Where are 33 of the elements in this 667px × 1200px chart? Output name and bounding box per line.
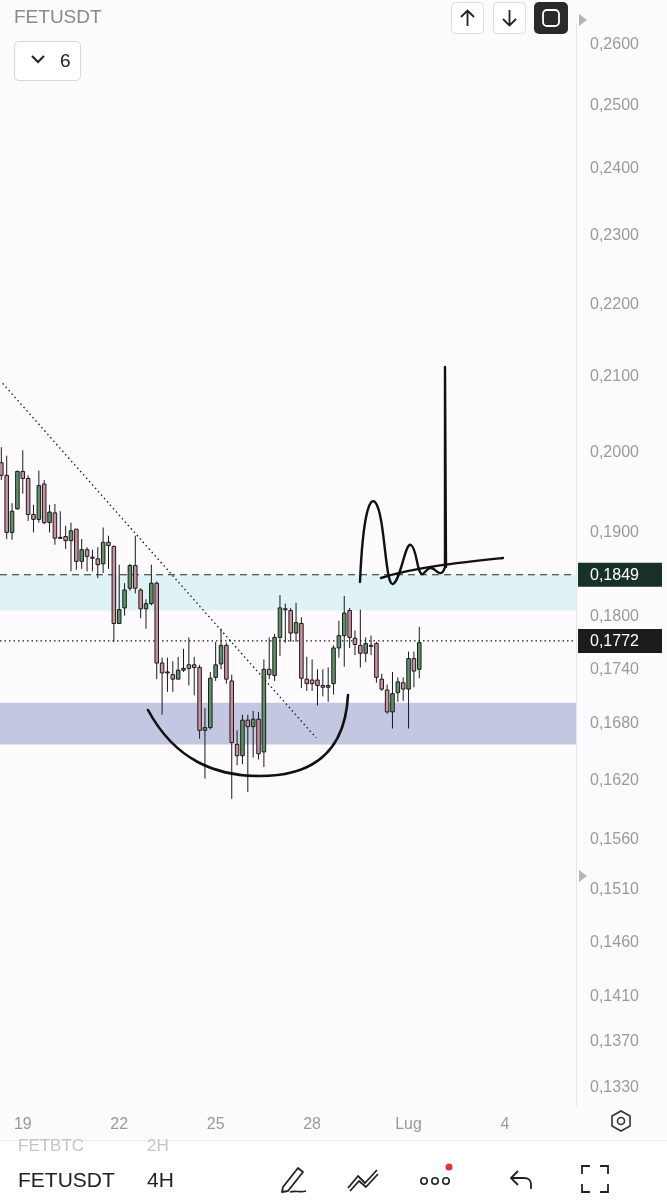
text: 2H <box>147 1136 169 1156</box>
y-tick-label: 0,1460 <box>590 932 640 950</box>
y-tick-label: 0,1800 <box>590 606 640 624</box>
x-tick-label: 4 <box>500 1115 510 1133</box>
y-tick-label: 0,2300 <box>590 225 640 243</box>
text: FETUSDT <box>18 1168 115 1192</box>
ref-line-label: 0,1772 <box>590 632 640 650</box>
y-tick-label: 0,1510 <box>590 880 640 898</box>
x-tick-label: 28 <box>303 1115 322 1133</box>
y-tick-label: 0,2500 <box>590 95 640 113</box>
chart-title: FETUSDT <box>14 6 102 28</box>
x-tick-label: 22 <box>110 1115 129 1133</box>
annotation: 6 <box>60 50 71 72</box>
y-tick-label: 0,2000 <box>590 443 640 461</box>
y-tick-label: 0,2200 <box>590 294 640 312</box>
y-tick-label: 0,1680 <box>590 714 640 732</box>
y-tick-label: 0,1620 <box>590 770 640 788</box>
y-tick-label: 0,1740 <box>590 659 640 677</box>
y-tick-label: 0,1330 <box>590 1077 640 1095</box>
y-tick-label: 0,1560 <box>590 829 640 847</box>
y-tick-label: 0,2400 <box>590 159 640 177</box>
text: FETBTC <box>18 1136 85 1156</box>
y-tick-label: 0,1370 <box>590 1031 640 1049</box>
y-tick-label: 0,1900 <box>590 522 640 540</box>
y-tick-label: 0,2100 <box>590 367 640 385</box>
y-tick-label: 0,2600 <box>590 34 640 52</box>
x-tick-label: Lug <box>395 1115 422 1133</box>
y-tick-label: 0,1410 <box>590 986 640 1004</box>
x-tick-label: 19 <box>13 1115 32 1133</box>
candlestick <box>229 674 235 800</box>
x-tick-label: 25 <box>206 1115 225 1133</box>
ref-line-label: 0,1849 <box>590 566 640 584</box>
text: 4H <box>147 1168 174 1192</box>
